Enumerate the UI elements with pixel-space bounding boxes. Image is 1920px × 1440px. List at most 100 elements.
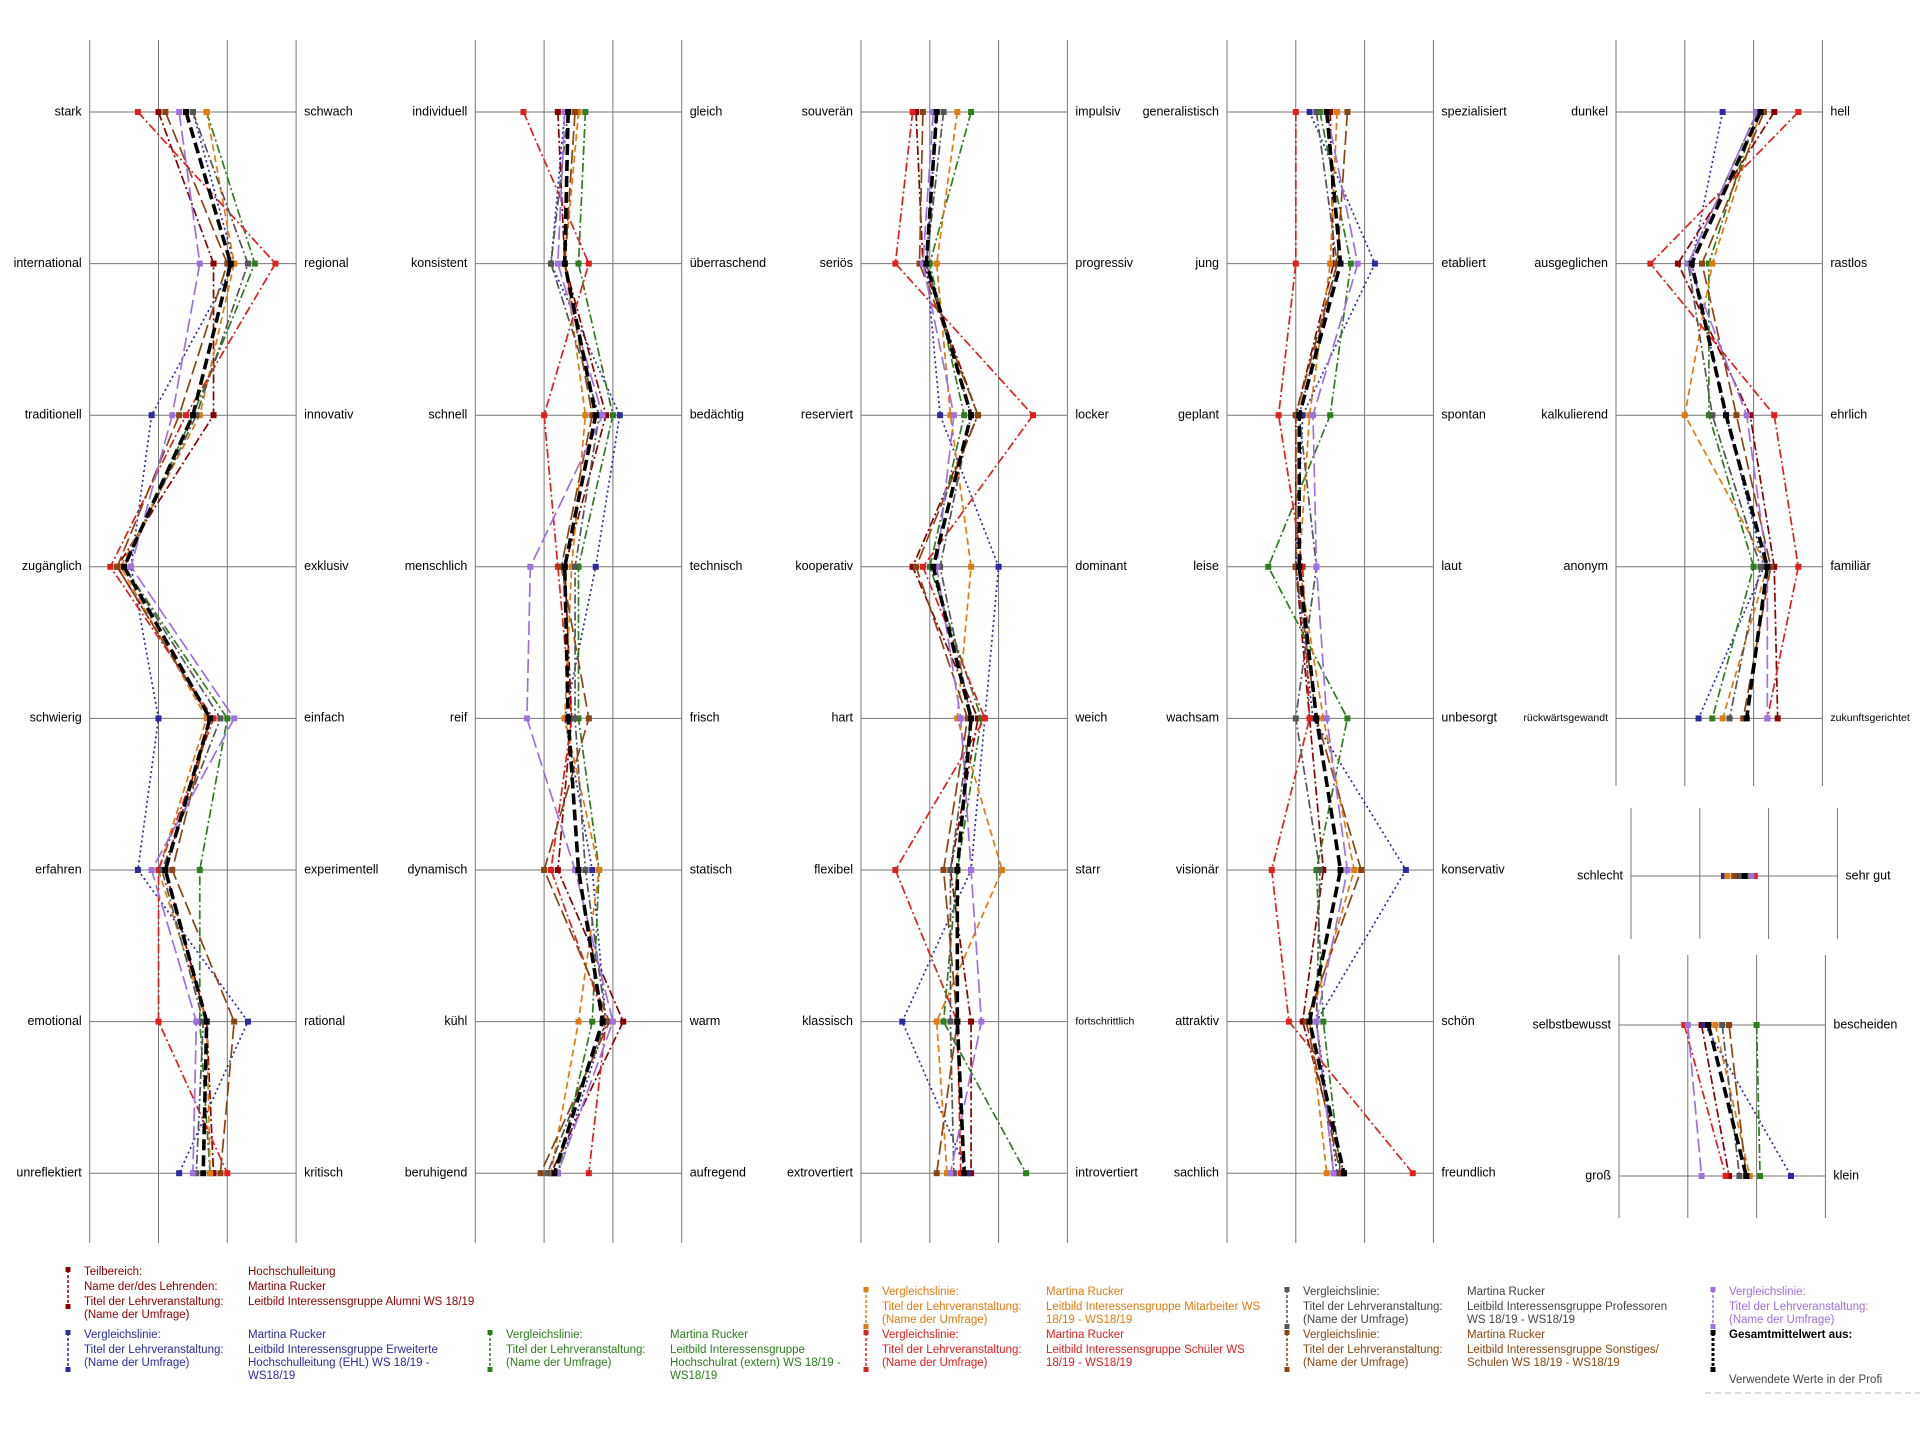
marker — [575, 715, 582, 722]
left-label: hart — [831, 711, 853, 725]
legend-entry: Vergleichslinie: Titel der Lehrveranstalt… — [1729, 1286, 1893, 1329]
right-label: aufregend — [690, 1165, 746, 1179]
left-label: unreflektiert — [16, 1165, 82, 1179]
marker — [1320, 715, 1327, 722]
marker — [1313, 1018, 1320, 1025]
marker — [1681, 1022, 1688, 1028]
marker — [1299, 563, 1306, 570]
marker — [158, 867, 165, 873]
legend-row: Titel der Lehrveranstaltung: (Name der U… — [1303, 1344, 1682, 1370]
marker — [909, 563, 916, 570]
marker — [565, 715, 572, 722]
right-label: sehr gut — [1845, 868, 1891, 882]
legend-icon-marker — [1284, 1367, 1290, 1372]
marker — [561, 715, 568, 722]
marker — [1292, 563, 1299, 570]
marker — [995, 563, 1002, 570]
marker — [1709, 412, 1716, 419]
marker — [1674, 260, 1681, 267]
profile-line — [109, 111, 277, 1174]
left-label: sachlich — [1174, 1165, 1219, 1179]
marker — [1747, 412, 1754, 419]
marker — [572, 867, 579, 873]
marker — [554, 1170, 561, 1177]
marker — [978, 715, 985, 722]
marker — [1731, 873, 1738, 879]
marker — [1344, 867, 1351, 873]
right-label: freundlich — [1441, 1165, 1495, 1179]
left-label: groß — [1585, 1168, 1611, 1182]
marker — [1726, 1173, 1733, 1179]
marker — [589, 867, 596, 873]
marker — [1719, 715, 1726, 722]
left-label: zugänglich — [22, 559, 82, 573]
left-label: kalkulierend — [1541, 407, 1608, 421]
marker — [554, 260, 561, 267]
marker — [554, 867, 561, 873]
left-label: jung — [1194, 256, 1219, 270]
left-label: schwierig — [30, 711, 82, 725]
legend-value: Martina Rucker — [1467, 1329, 1545, 1341]
marker — [616, 412, 623, 419]
marker — [926, 563, 933, 570]
marker — [1733, 412, 1740, 419]
profile-line — [901, 111, 1000, 1174]
marker — [537, 1170, 544, 1177]
marker — [1771, 563, 1778, 570]
marker — [523, 715, 530, 722]
marker — [193, 1170, 200, 1177]
marker — [957, 1170, 964, 1177]
profile-line — [526, 111, 614, 1174]
right-label: spezialisiert — [1441, 104, 1507, 118]
marker — [196, 260, 203, 267]
legend-value: Martina Rucker — [670, 1329, 748, 1341]
marker — [561, 109, 568, 115]
marker — [1327, 412, 1334, 419]
marker — [1296, 563, 1303, 570]
marker — [933, 1018, 940, 1025]
marker — [121, 563, 128, 570]
right-label: dominant — [1075, 559, 1127, 573]
marker — [1320, 1018, 1327, 1025]
marker — [148, 412, 155, 419]
marker — [1316, 109, 1323, 115]
marker — [620, 1018, 627, 1025]
legend-label: Vergleichslinie: — [1303, 1286, 1380, 1298]
marker — [1736, 1173, 1743, 1179]
marker — [203, 109, 210, 115]
profile-line — [116, 111, 236, 1174]
left-label: leise — [1193, 559, 1219, 573]
marker — [585, 1170, 592, 1177]
marker — [1316, 867, 1323, 873]
marker — [134, 109, 141, 115]
marker — [1023, 1170, 1030, 1177]
left-label: kühl — [444, 1014, 467, 1028]
marker — [1681, 412, 1688, 419]
marker — [1323, 1170, 1330, 1177]
marker — [1299, 1018, 1306, 1025]
marker — [117, 563, 124, 570]
marker — [183, 412, 190, 419]
marker — [1705, 1022, 1712, 1028]
marker — [544, 1170, 551, 1177]
right-label: fortschrittlich — [1075, 1015, 1134, 1027]
marker — [923, 260, 930, 267]
legend-icon-marker — [863, 1367, 869, 1372]
left-label: individuell — [412, 104, 467, 118]
legend-entry: Vergleichslinie: Martina Rucker Titel der … — [84, 1329, 448, 1385]
marker — [561, 260, 568, 267]
left-label: reserviert — [801, 407, 854, 421]
marker — [1684, 1022, 1691, 1028]
legend-label: Titel der Lehrveranstaltung: (Name der U… — [1303, 1301, 1443, 1326]
profile-line — [122, 111, 233, 1174]
legend-row: Titel der Lehrveranstaltung: (Name der U… — [506, 1344, 870, 1383]
marker — [599, 1018, 606, 1025]
left-label: wachsam — [1165, 711, 1219, 725]
legend-label: Titel der Lehrveranstaltung: (Name der U… — [882, 1301, 1022, 1326]
right-label: klein — [1833, 1168, 1859, 1182]
marker — [978, 1018, 985, 1025]
legend-icon-marker — [1284, 1324, 1290, 1329]
profile-line — [130, 111, 236, 1174]
legend-label: Vergleichslinie: — [1303, 1329, 1380, 1341]
